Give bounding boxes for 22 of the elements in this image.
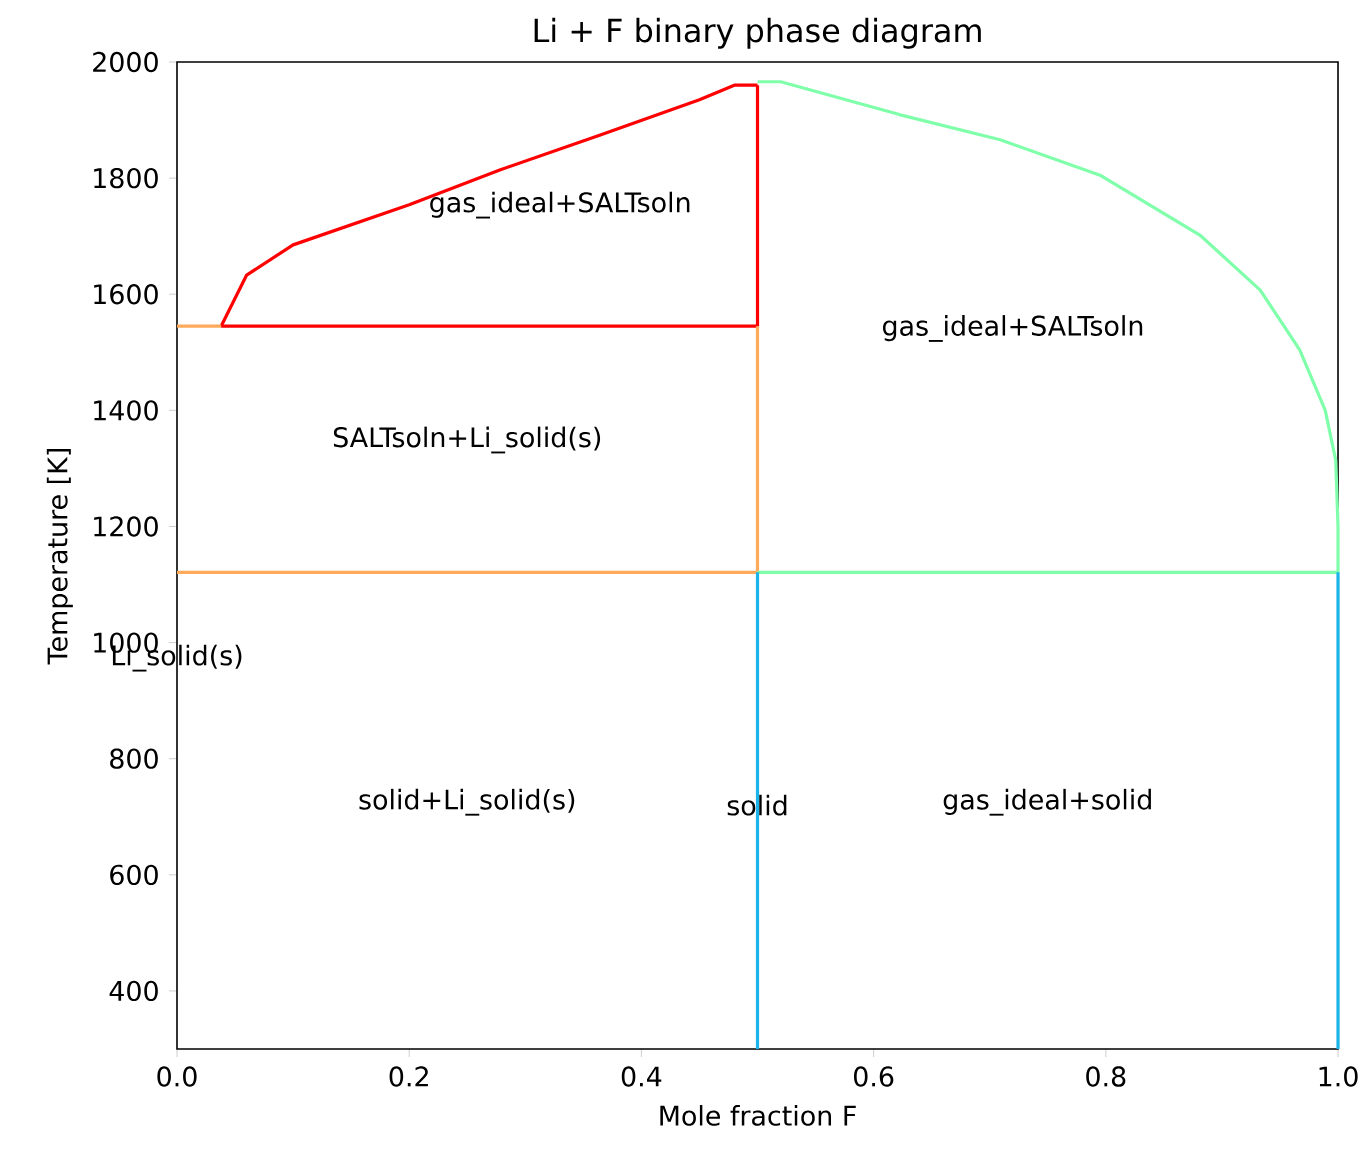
x-tick-label: 0.6 [854,1066,894,1087]
annotation: solid+Li_solid(s) [359,788,575,816]
annotation: gas_ideal+solid [943,788,1151,816]
x-tick-label: 0.4 [621,1066,662,1087]
x-tick-label: 0.0 [157,1066,197,1087]
y-tick-label: 1200 [94,516,158,537]
x-axis-title: Mole fraction F [660,1105,856,1126]
annotation: SALTsoln+Li_solid(s) [333,426,601,454]
annotation: gas_ideal+SALTsoln [430,191,690,219]
x-tick-label: 1.0 [1319,1066,1358,1087]
y-tick-label: 2000 [93,51,158,73]
y-tick-label: 600 [110,864,158,885]
y-tick-label: 1600 [94,284,158,305]
annotation: gas_ideal+SALTsoln [883,315,1143,342]
y-axis-title: Temperature [K] [46,449,73,665]
y-tick-label: 400 [109,980,158,1002]
x-tick-label: 0.2 [389,1066,428,1087]
y-tick-label: 800 [110,748,158,769]
y-tick-label: 1800 [94,167,158,189]
chart-title: Li + F binary phase diagram [534,17,981,49]
x-tick-label: 0.8 [1086,1066,1126,1087]
y-tick-label: 1400 [94,400,158,421]
